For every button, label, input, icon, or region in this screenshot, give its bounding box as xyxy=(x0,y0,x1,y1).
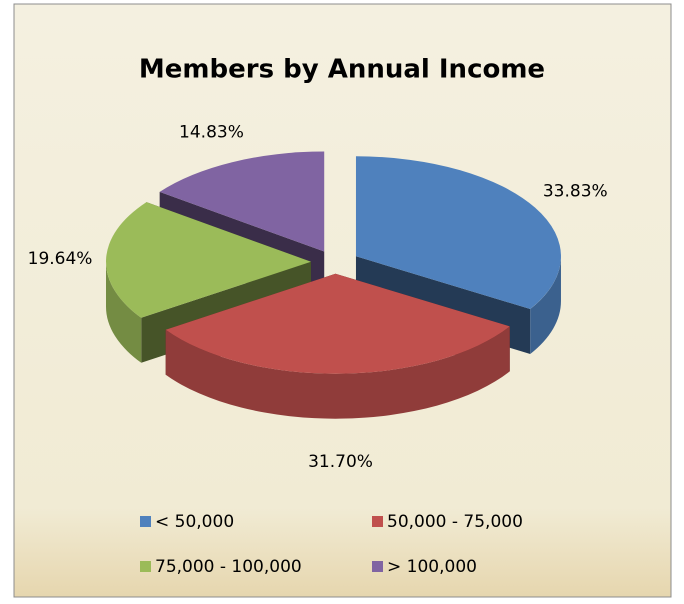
pie-slice xyxy=(159,151,325,252)
pie-slice xyxy=(355,156,561,309)
legend-swatch xyxy=(372,516,383,527)
pie-slice xyxy=(165,273,510,374)
slice-edge xyxy=(165,326,510,419)
pie-slice xyxy=(106,202,312,318)
legend-swatch xyxy=(140,561,151,572)
legend-swatch xyxy=(372,561,383,572)
slice-edge xyxy=(530,256,561,354)
legend-label: > 100,000 xyxy=(387,557,477,577)
legend-label: < 50,000 xyxy=(155,512,234,532)
legend-swatch xyxy=(140,516,151,527)
slice-edge xyxy=(106,261,142,363)
legend-label: 75,000 - 100,000 xyxy=(155,557,302,577)
data-label: 33.83% xyxy=(543,181,608,201)
data-label: 19.64% xyxy=(28,249,93,269)
legend-label: 50,000 - 75,000 xyxy=(387,512,523,532)
data-label: 14.83% xyxy=(179,122,244,142)
chart-title: Members by Annual Income xyxy=(139,55,545,85)
data-label: 31.70% xyxy=(308,452,373,472)
